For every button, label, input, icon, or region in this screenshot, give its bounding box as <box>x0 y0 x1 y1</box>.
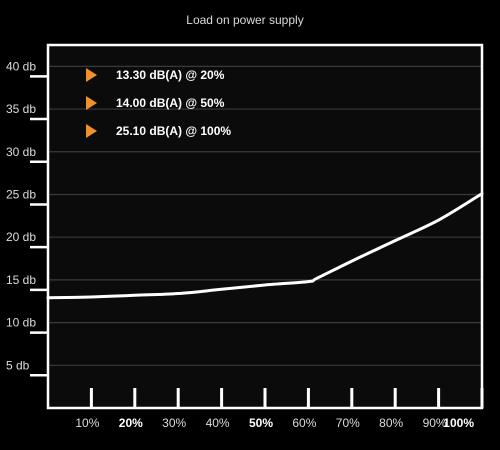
annotation-label: 25.10 dB(A) @ 100% <box>116 124 231 138</box>
y-tick-label: 20 db <box>6 230 36 244</box>
chart-title: Load on power supply <box>186 13 303 27</box>
annotation-marker-icon <box>86 68 97 82</box>
x-tick-label: 40% <box>206 416 230 430</box>
x-tick-label: 20% <box>119 416 143 430</box>
x-tick-label: 50% <box>249 416 273 430</box>
y-axis: 5 db 10 db 15 db 20 db 25 db 30 db 35 db 40 db <box>6 59 48 377</box>
y-tick-label: 10 db <box>6 316 36 330</box>
annotation-marker-icon <box>86 96 97 110</box>
x-tick-label: 70% <box>336 416 360 430</box>
y-tick-label: 35 db <box>6 102 36 116</box>
grid-lines <box>48 65 482 366</box>
plot-background <box>48 45 482 408</box>
annotation-marker-icon <box>86 124 97 138</box>
y-tick-label: 30 db <box>6 145 36 159</box>
x-tick-label: 100% <box>443 416 474 430</box>
plot-frame <box>46 43 484 410</box>
y-tick-label: 25 db <box>6 187 36 201</box>
x-tick-label: 60% <box>292 416 316 430</box>
x-axis: 10% 20% 30% 40% 50% 60% 70% 80% 90%100% <box>75 388 484 430</box>
y-tick-label: 5 db <box>6 358 30 372</box>
x-tick-label: 30% <box>162 416 186 430</box>
series-line <box>46 192 484 300</box>
x-tick-label: 90% <box>423 416 447 430</box>
y-tick-label: 40 db <box>6 59 36 73</box>
y-tick-label: 15 db <box>6 273 36 287</box>
annotation-label: 13.30 dB(A) @ 20% <box>116 68 225 82</box>
annotation-list: 13.30 dB(A) @ 20% 14.00 dB(A) @ 50% 25.10 … <box>86 68 231 138</box>
x-tick-label: 10% <box>75 416 99 430</box>
x-tick-label: 80% <box>379 416 403 430</box>
annotation-label: 14.00 dB(A) @ 50% <box>116 96 225 110</box>
